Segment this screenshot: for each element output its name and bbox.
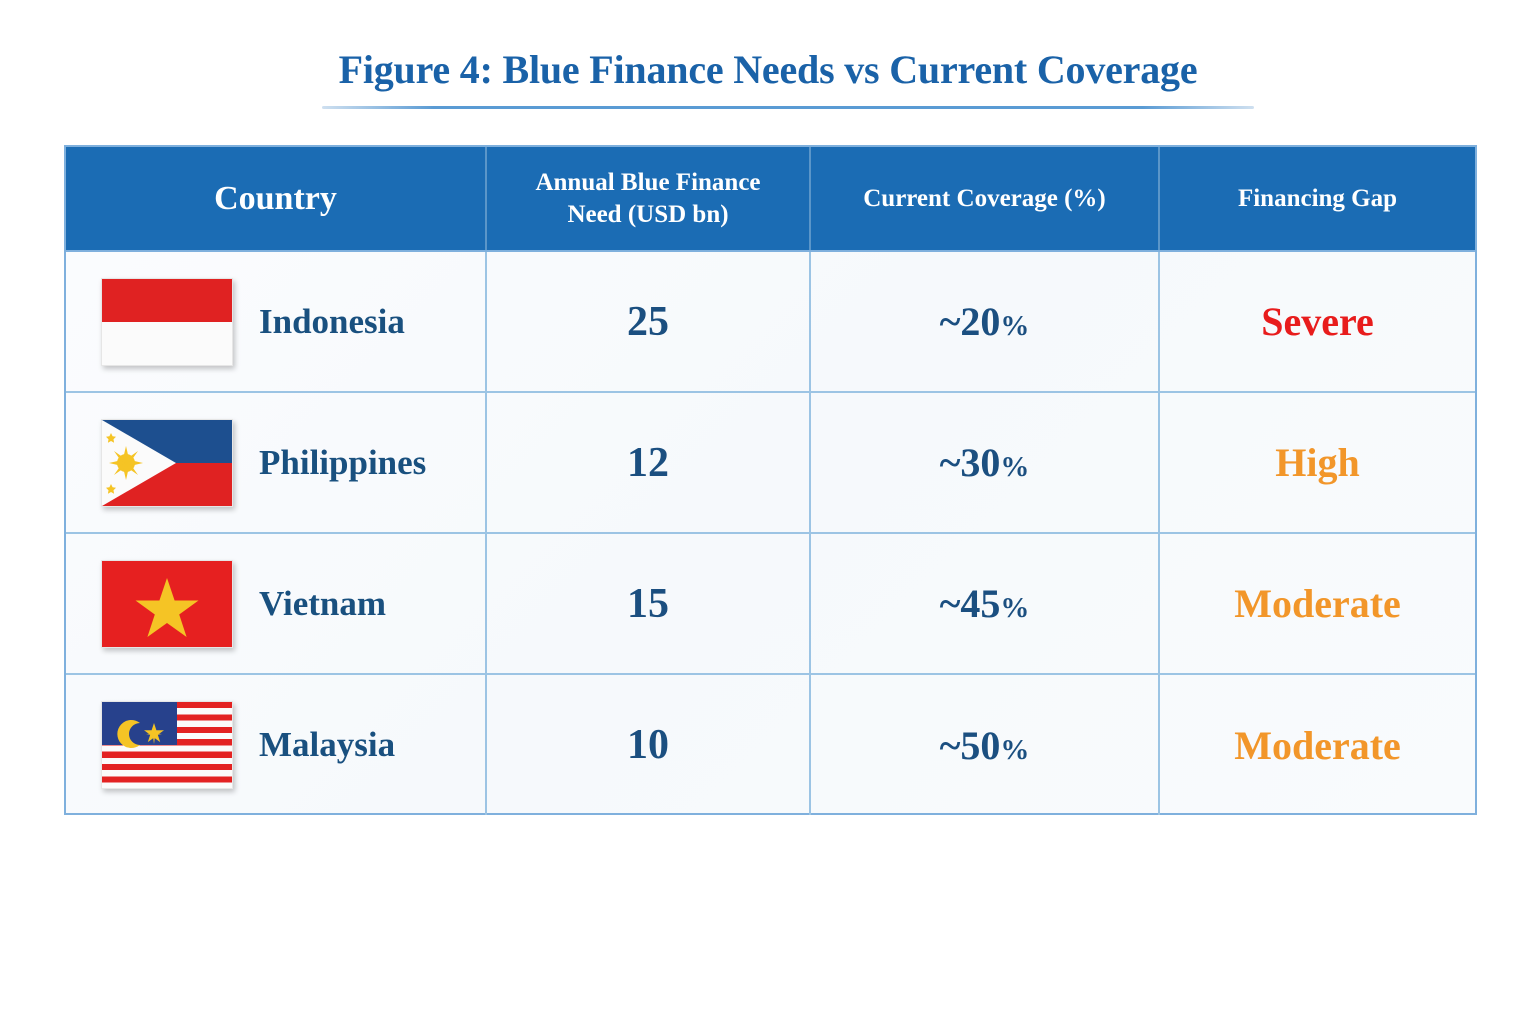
cell-country: Philippines: [66, 392, 487, 534]
cell-gap: Moderate: [1159, 533, 1475, 675]
percent-symbol: %: [1000, 310, 1030, 342]
column-header-gap[interactable]: Financing Gap: [1159, 147, 1475, 252]
percent-symbol: %: [1000, 733, 1030, 766]
coverage-number: ~50: [939, 722, 1001, 768]
coverage-value: ~30%: [812, 439, 1157, 486]
flag-indonesia-icon: [101, 277, 233, 366]
cell-coverage: ~45%: [810, 533, 1160, 675]
cell-coverage: ~50%: [810, 674, 1160, 815]
coverage-value: ~20%: [812, 298, 1157, 345]
column-header-need-line1: Annual Blue Finance: [535, 169, 761, 197]
country-label: Vietnam: [259, 583, 387, 623]
blue-finance-table-container: Country Annual Blue Finance Need (USD bn…: [64, 145, 1477, 815]
coverage-number: ~30: [939, 440, 1001, 485]
malaysia-crescent-star-icon: [117, 720, 164, 748]
table-row[interactable]: Vietnam 15 ~45% Moderate: [66, 533, 1475, 675]
need-value: 12: [627, 439, 669, 486]
flag-malaysia-icon: [101, 701, 233, 789]
coverage-number: ~20: [939, 299, 1001, 344]
status-badge-gap: Moderate: [1234, 722, 1401, 768]
figure-title-container: Figure 4: Blue Finance Needs vs Current …: [0, 48, 1536, 104]
table-header: Country Annual Blue Finance Need (USD bn…: [66, 147, 1475, 252]
status-badge-gap: Severe: [1261, 299, 1374, 344]
column-header-coverage[interactable]: Current Coverage (%): [810, 147, 1160, 252]
cell-gap: High: [1159, 392, 1475, 534]
table-row[interactable]: Malaysia 10 ~50% Moderate: [66, 674, 1475, 815]
cell-country: Malaysia: [66, 674, 487, 815]
cell-country: Vietnam: [66, 533, 487, 675]
philippines-sun-stars-icon: [106, 432, 143, 494]
country-label: Indonesia: [259, 301, 405, 341]
cell-coverage: ~30%: [810, 392, 1160, 534]
need-value: 25: [627, 298, 669, 345]
table-row[interactable]: Philippines 12 ~30% High: [66, 392, 1475, 534]
flag-vietnam-icon: [101, 559, 233, 648]
cell-country: Indonesia: [66, 251, 487, 393]
status-badge-gap: Moderate: [1234, 581, 1401, 626]
status-badge-gap: High: [1275, 440, 1360, 485]
coverage-number: ~45: [939, 581, 1001, 626]
cell-need: 15: [486, 533, 811, 675]
cell-need: 12: [486, 392, 811, 534]
title-underline-divider: [322, 106, 1254, 109]
percent-symbol: %: [1000, 451, 1030, 483]
flag-philippines-icon: [101, 418, 233, 507]
cell-coverage: ~20%: [810, 251, 1160, 393]
cell-need: 10: [486, 674, 811, 815]
country-cell-content: Philippines: [67, 418, 484, 507]
table-row[interactable]: Indonesia 25 ~20% Severe: [66, 251, 1475, 393]
cell-need: 25: [486, 251, 811, 393]
column-header-need-line2: Need (USD bn): [567, 200, 729, 228]
column-header-need[interactable]: Annual Blue Finance Need (USD bn): [486, 147, 811, 252]
country-cell-content: Vietnam: [67, 559, 484, 648]
table-body: Indonesia 25 ~20% Severe: [66, 251, 1475, 815]
table-header-row: Country Annual Blue Finance Need (USD bn…: [66, 147, 1475, 252]
page-title: Figure 4: Blue Finance Needs vs Current …: [338, 47, 1198, 92]
need-value: 10: [627, 722, 669, 768]
coverage-value: ~50%: [812, 722, 1157, 769]
percent-symbol: %: [1000, 592, 1030, 624]
cell-gap: Severe: [1159, 251, 1475, 393]
need-value: 15: [627, 580, 669, 627]
coverage-value: ~45%: [812, 580, 1157, 627]
blue-finance-table: Country Annual Blue Finance Need (USD bn…: [66, 147, 1475, 815]
country-cell-content: Malaysia: [67, 701, 484, 789]
country-label: Philippines: [259, 442, 427, 482]
country-cell-content: Indonesia: [67, 277, 484, 366]
country-label: Malaysia: [259, 725, 396, 764]
column-header-country[interactable]: Country: [66, 147, 487, 252]
cell-gap: Moderate: [1159, 674, 1475, 815]
vietnam-star-icon: [135, 577, 199, 637]
